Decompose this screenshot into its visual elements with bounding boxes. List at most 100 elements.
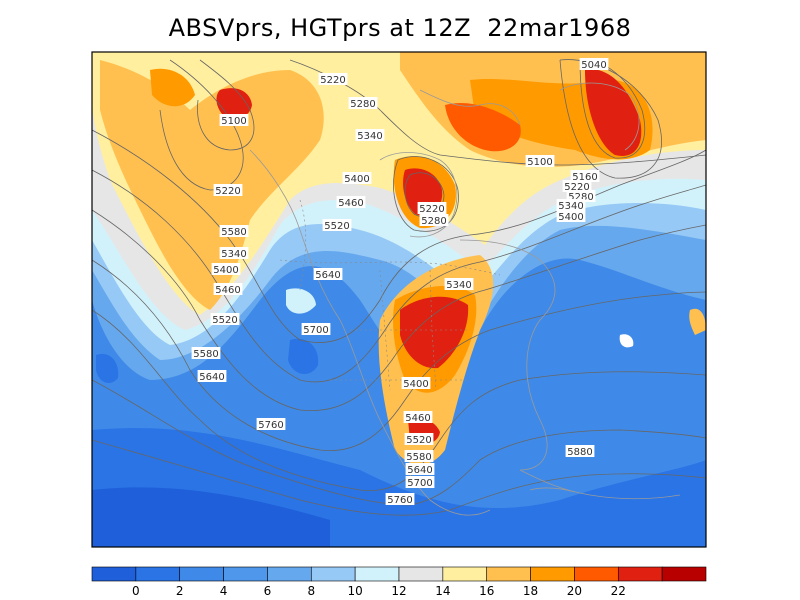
colorbar-tick-label: 18 bbox=[523, 584, 538, 598]
colorbar-tick-label: 12 bbox=[391, 584, 406, 598]
height-label-text: 5580 bbox=[221, 227, 246, 238]
height-label-text: 5340 bbox=[357, 131, 382, 142]
colorbar-tick-label: 0 bbox=[132, 584, 140, 598]
height-label: 5220 bbox=[417, 202, 447, 215]
height-label: 5040 bbox=[579, 58, 609, 71]
boundaries bbox=[279, 199, 501, 391]
height-label: 5280 bbox=[419, 214, 449, 227]
colorbar-swatch bbox=[442, 566, 488, 582]
height-label: 5520 bbox=[322, 219, 352, 232]
height-label-text: 5400 bbox=[213, 265, 238, 276]
colorbar-swatch bbox=[530, 566, 575, 582]
colorbar-swatch bbox=[310, 566, 356, 582]
colorbar-swatch bbox=[223, 566, 268, 582]
height-label-text: 5520 bbox=[324, 221, 349, 232]
height-label: 5520 bbox=[210, 313, 240, 326]
height-label-text: 5280 bbox=[350, 99, 375, 110]
height-label-text: 5460 bbox=[338, 198, 363, 209]
height-label: 5100 bbox=[525, 155, 555, 168]
height-label: 5160 bbox=[570, 170, 600, 183]
height-label-text: 5760 bbox=[258, 420, 283, 431]
height-label: 5340 bbox=[444, 278, 474, 291]
field-red-greenland bbox=[585, 69, 642, 156]
colorbar-swatch bbox=[574, 566, 619, 582]
height-label: 5580 bbox=[404, 450, 434, 463]
height-label: 5700 bbox=[405, 476, 435, 489]
field-southwest-deep bbox=[92, 487, 330, 547]
height-label: 5220 bbox=[213, 184, 243, 197]
colorbar-tick-label: 10 bbox=[348, 584, 363, 598]
height-label-text: 5520 bbox=[406, 435, 431, 446]
colorbar-swatch bbox=[661, 566, 707, 582]
height-label-text: 5280 bbox=[421, 216, 446, 227]
height-label-text: 5700 bbox=[407, 478, 432, 489]
height-label: 5700 bbox=[301, 323, 331, 336]
height-label: 5640 bbox=[405, 463, 435, 476]
height-label: 5460 bbox=[403, 411, 433, 424]
height-label: 5340 bbox=[355, 129, 385, 142]
height-label: 5640 bbox=[313, 268, 343, 281]
height-label-text: 5400 bbox=[344, 174, 369, 185]
height-label-text: 5880 bbox=[567, 447, 592, 458]
height-label-text: 5580 bbox=[406, 452, 431, 463]
height-label-text: 5640 bbox=[407, 465, 432, 476]
height-label-text: 5700 bbox=[303, 325, 328, 336]
height-label: 5400 bbox=[556, 210, 586, 223]
field-pacific-blue bbox=[96, 353, 119, 384]
height-label-text: 5100 bbox=[527, 157, 552, 168]
field-red-labrador bbox=[445, 102, 521, 152]
height-label: 5340 bbox=[556, 199, 586, 212]
height-label: 5400 bbox=[342, 172, 372, 185]
colorbar-swatch bbox=[91, 566, 137, 582]
height-label-text: 5220 bbox=[564, 182, 589, 193]
height-label-text: 5220 bbox=[419, 204, 444, 215]
field-small-cyan bbox=[286, 288, 316, 314]
height-label-text: 5340 bbox=[446, 280, 471, 291]
colorbar-tick-label: 2 bbox=[176, 584, 184, 598]
coastlines bbox=[249, 82, 681, 516]
height-label: 5520 bbox=[404, 433, 434, 446]
height-label-text: 5280 bbox=[568, 192, 593, 203]
height-label: 5400 bbox=[401, 377, 431, 390]
colorbar-swatch bbox=[267, 566, 312, 582]
height-label: 5460 bbox=[213, 283, 243, 296]
colorbar-tick-label: 8 bbox=[307, 584, 315, 598]
height-label: 5340 bbox=[219, 247, 249, 260]
height-label-text: 5340 bbox=[221, 249, 246, 260]
height-label-text: 5460 bbox=[405, 413, 430, 424]
colorbar-tick-label: 16 bbox=[479, 584, 494, 598]
height-label-text: 5580 bbox=[193, 349, 218, 360]
map-title: ABSVprs, HGTprs at 12Z 22mar1968 bbox=[168, 14, 632, 42]
colorbar-tick-label: 4 bbox=[220, 584, 228, 598]
height-label-text: 5220 bbox=[320, 75, 345, 86]
field-orange-nw bbox=[150, 68, 195, 107]
colorbar-swatch bbox=[398, 566, 444, 582]
colorbar-tick-label: 6 bbox=[264, 584, 272, 598]
colorbar-tick-label: 20 bbox=[567, 584, 582, 598]
colorbar-swatch bbox=[354, 566, 400, 582]
height-label: 5220 bbox=[562, 180, 592, 193]
colorbar: 0 2 4 6 8 10 12 14 16 18 20 22 bbox=[91, 566, 707, 598]
height-label: 5280 bbox=[348, 97, 378, 110]
height-label: 5580 bbox=[219, 225, 249, 238]
height-label-text: 5760 bbox=[387, 495, 412, 506]
field-white-spot bbox=[619, 334, 634, 348]
map-frame bbox=[91, 51, 707, 548]
colorbar-tick-label: 14 bbox=[435, 584, 450, 598]
colorbar-swatch bbox=[135, 566, 181, 582]
height-label-text: 5160 bbox=[572, 172, 597, 183]
height-label-text: 5400 bbox=[558, 212, 583, 223]
height-label-text: 5040 bbox=[581, 60, 606, 71]
colorbar-tick-label: 22 bbox=[611, 584, 626, 598]
height-label-text: 5520 bbox=[212, 315, 237, 326]
height-label: 5640 bbox=[197, 370, 227, 383]
height-label-text: 5460 bbox=[215, 285, 240, 296]
height-label-text: 5400 bbox=[403, 379, 428, 390]
height-label-text: 5340 bbox=[558, 201, 583, 212]
height-label: 5100 bbox=[219, 114, 249, 127]
height-label: 5580 bbox=[191, 347, 221, 360]
height-label: 5760 bbox=[385, 493, 415, 506]
colorbar-swatch bbox=[617, 566, 663, 582]
height-label: 5460 bbox=[336, 196, 366, 209]
